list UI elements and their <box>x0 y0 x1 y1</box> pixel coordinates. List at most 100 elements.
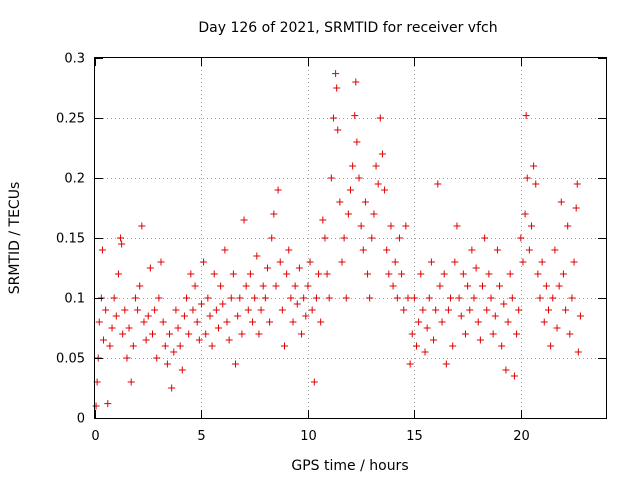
y-tick-label: 0.25 <box>56 112 85 127</box>
data-point <box>148 330 156 338</box>
data-point <box>104 400 112 408</box>
x-tick-label: 10 <box>300 429 317 444</box>
data-point <box>259 282 267 290</box>
data-point <box>225 336 233 344</box>
data-point <box>159 318 167 326</box>
data-point <box>430 336 438 344</box>
data-point <box>423 324 431 332</box>
data-point <box>476 336 484 344</box>
data-point <box>261 294 269 302</box>
data-point <box>98 246 106 254</box>
data-point <box>453 222 461 230</box>
data-point <box>536 294 544 302</box>
data-point <box>163 360 171 368</box>
data-point <box>270 210 278 218</box>
data-point <box>542 282 550 290</box>
data-point <box>525 246 533 254</box>
data-point <box>466 306 474 314</box>
data-point <box>564 222 572 230</box>
data-point <box>374 180 382 188</box>
data-point <box>387 222 395 230</box>
data-point <box>553 324 561 332</box>
data-point <box>234 312 242 320</box>
y-tick-label: 0.1 <box>64 292 85 307</box>
data-point <box>208 342 216 350</box>
y-axis-label: SRMTID / TECUs <box>7 182 23 295</box>
data-point <box>329 114 337 122</box>
data-point <box>272 282 280 290</box>
data-point <box>359 246 367 254</box>
data-point <box>157 258 165 266</box>
data-point <box>295 264 303 272</box>
chart-title: Day 126 of 2021, SRMTID for receiver vfc… <box>198 20 497 36</box>
data-point <box>557 198 565 206</box>
data-point <box>487 294 495 302</box>
data-point <box>92 402 100 410</box>
data-point <box>131 294 139 302</box>
data-point <box>402 222 410 230</box>
data-point <box>187 270 195 278</box>
data-point <box>144 312 152 320</box>
data-point <box>95 318 103 326</box>
data-point <box>166 330 174 338</box>
data-point <box>510 372 518 380</box>
data-point <box>334 126 342 134</box>
data-point <box>551 246 559 254</box>
data-point <box>240 216 248 224</box>
data-point <box>232 360 240 368</box>
data-point <box>562 306 570 314</box>
data-point <box>236 294 244 302</box>
data-point <box>263 264 271 272</box>
data-point <box>168 384 176 392</box>
data-point <box>183 294 191 302</box>
data-point <box>408 330 416 338</box>
axis-ticks <box>95 58 606 419</box>
data-point <box>502 366 510 374</box>
data-point <box>378 150 386 158</box>
data-point <box>457 312 465 320</box>
data-point <box>340 234 348 242</box>
data-points <box>92 70 584 410</box>
data-point <box>395 234 403 242</box>
data-point <box>515 306 523 314</box>
data-point <box>413 342 421 350</box>
data-point <box>121 306 129 314</box>
x-tick-label: 15 <box>406 429 423 444</box>
data-point <box>368 234 376 242</box>
data-point <box>351 112 359 120</box>
data-point <box>242 282 250 290</box>
data-point <box>472 264 480 272</box>
data-point <box>442 360 450 368</box>
data-point <box>498 342 506 350</box>
data-point <box>255 330 263 338</box>
data-point <box>202 330 210 338</box>
data-point <box>223 318 231 326</box>
data-point <box>332 70 340 78</box>
data-point <box>227 294 235 302</box>
data-point <box>106 342 114 350</box>
data-point <box>391 258 399 266</box>
data-point <box>338 258 346 266</box>
data-point <box>317 318 325 326</box>
data-point <box>493 246 501 254</box>
data-point <box>108 324 116 332</box>
data-point <box>172 306 180 314</box>
tick-labels: 0 0.05 0.1 0.15 0.2 0.25 0.3 0 5 10 15 20 <box>56 52 530 445</box>
data-point <box>517 234 525 242</box>
y-tick-label: 0.05 <box>56 352 85 367</box>
data-point <box>200 258 208 266</box>
data-point <box>310 378 318 386</box>
data-point <box>323 270 331 278</box>
data-point <box>545 306 553 314</box>
data-point <box>434 180 442 188</box>
x-axis-label: GPS time / hours <box>291 458 408 474</box>
data-point <box>300 294 308 302</box>
plot-frame <box>94 57 607 419</box>
data-point <box>383 246 391 254</box>
data-point <box>370 210 378 218</box>
data-point <box>214 324 222 332</box>
data-point <box>285 246 293 254</box>
data-point <box>315 270 323 278</box>
data-point <box>289 318 297 326</box>
data-point <box>521 210 529 218</box>
